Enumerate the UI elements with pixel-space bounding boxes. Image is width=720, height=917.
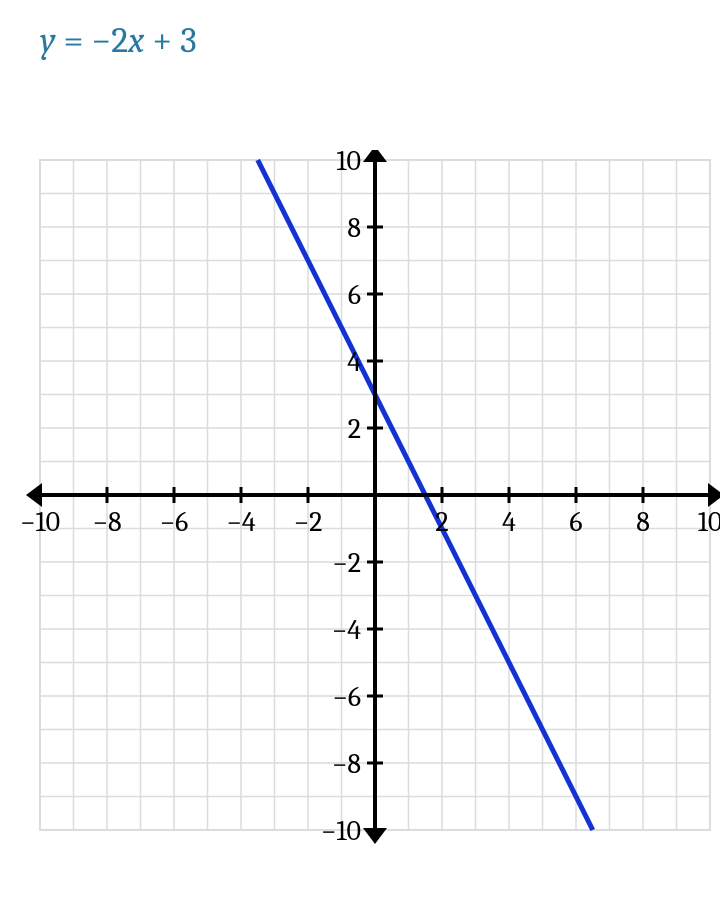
var-y: y (40, 20, 56, 61)
y-tick-label: 2 (348, 413, 361, 445)
x-tick-label: −10 (20, 506, 60, 538)
y-tick-label: −8 (332, 748, 361, 780)
x-tick-label: 4 (502, 506, 516, 538)
equals: = (56, 20, 92, 61)
x-tick-label: −6 (160, 506, 189, 538)
x-tick-label: 10 (698, 506, 720, 538)
x-tick-label: −4 (226, 506, 256, 538)
y-tick-label: −6 (332, 681, 361, 713)
x-tick-label: −2 (294, 506, 323, 538)
coordinate-chart: −10 −8 −6 −4 −2 2 4 6 8 10 −10 −8 −6 −4 −2 2 4 6 8 10 (0, 150, 720, 870)
y-tick-label: −2 (332, 547, 361, 579)
intercept-term: + 3 (144, 20, 196, 61)
y-tick-label: −4 (332, 614, 362, 646)
x-tick-label: 2 (435, 506, 448, 538)
x-tick-label: 8 (636, 506, 650, 538)
x-tick-label: −8 (92, 506, 121, 538)
x-tick-label: 6 (569, 506, 582, 538)
y-tick-label: 10 (336, 150, 361, 177)
y-tick-label: 4 (347, 346, 361, 378)
var-x: x (128, 20, 144, 61)
y-tick-label: −10 (321, 815, 361, 847)
chart-svg: −10 −8 −6 −4 −2 2 4 6 8 10 −10 −8 −6 −4 −2 2 4 6 8 10 (0, 150, 720, 870)
equation-text: y = −2x + 3 (40, 20, 197, 61)
y-tick-label: 8 (347, 212, 361, 244)
coef: −2 (91, 20, 128, 61)
y-tick-label: 6 (348, 279, 361, 311)
